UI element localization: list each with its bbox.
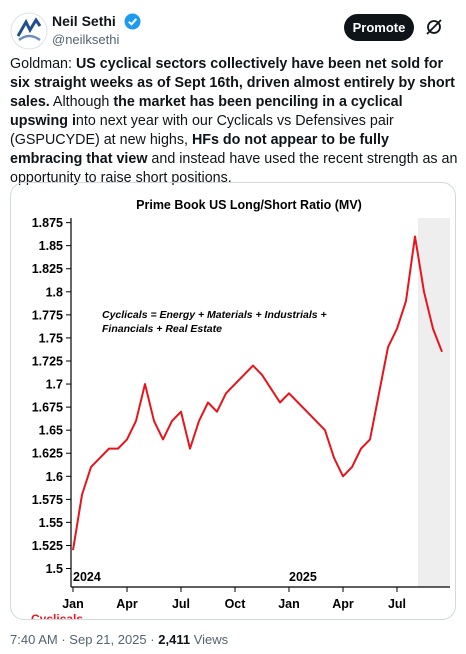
x-tick-label: Jan (62, 597, 84, 611)
y-tick-label: 1.75 (39, 331, 63, 345)
chart-image[interactable]: Prime Book US Long/Short Ratio (MV) Cycl… (10, 182, 456, 620)
y-tick-label: 1.7 (46, 378, 63, 392)
verified-badge (124, 13, 141, 30)
chart: Prime Book US Long/Short Ratio (MV) Cycl… (31, 198, 450, 619)
y-tick-label: 1.5 (46, 562, 63, 576)
x-tick-label: Jan (278, 597, 300, 611)
legend-label: Cyclicals (31, 612, 83, 619)
timestamp[interactable]: 7:40 AM (10, 632, 58, 647)
bold-text: the market has been penciling in a cycli… (10, 94, 403, 129)
text: Goldman: (10, 56, 76, 72)
y-tick-label: 1.6 (46, 470, 63, 484)
bold-text: US cyclical sectors collectively have be… (10, 56, 455, 110)
line (72, 235, 443, 551)
post-footer: 7:40 AM · Sep 21, 2025 · 2,411 Views (10, 632, 228, 647)
y-tick-label: 1.65 (39, 424, 63, 438)
separator: · (61, 632, 66, 647)
grok-icon[interactable] (424, 17, 444, 37)
view-count: 2,411 (158, 632, 191, 647)
year-label: 2024 (73, 570, 101, 584)
annotation: Financials + Real Estate (102, 323, 222, 335)
y-tick-label: 1.55 (39, 516, 63, 530)
y-tick-label: 1.525 (32, 539, 63, 553)
author-name[interactable]: Neil Sethi (52, 13, 116, 29)
y-tick-label: 1.8 (46, 285, 63, 299)
promote-button[interactable]: Promote (344, 14, 414, 41)
author-handle[interactable]: @neilksethi (52, 32, 120, 47)
text: Although (49, 94, 114, 110)
views-label: Views (193, 632, 229, 647)
y-tick-label: 1.625 (32, 447, 63, 461)
bold-text: HFs do not appear to be fully embracing … (10, 132, 389, 167)
date[interactable]: Sep 21, 2025 (69, 632, 147, 647)
y-tick-label: 1.775 (32, 308, 63, 322)
y-tick-label: 1.725 (32, 354, 63, 368)
separator: · (150, 632, 155, 647)
x-tick-label: Jul (388, 597, 406, 611)
annotation: Cyclicals = Energy + Materials + Industr… (102, 309, 327, 321)
post-text: Goldman: US cyclical sectors collectivel… (10, 55, 460, 188)
avatar[interactable] (10, 12, 48, 50)
text: nto next year with our Cyclicals vs Defe… (10, 113, 394, 148)
x-tick-label: Oct (225, 597, 247, 611)
chart-title: Prime Book US Long/Short Ratio (MV) (136, 198, 362, 212)
year-label: 2025 (289, 570, 317, 584)
y-tick-label: 1.575 (32, 493, 63, 507)
shaded-region (418, 218, 450, 587)
y-tick-label: 1.825 (32, 262, 63, 276)
y-tick-label: 1.85 (39, 239, 63, 253)
x-tick-label: Apr (332, 597, 354, 611)
y-tick-label: 1.675 (32, 401, 63, 415)
y-tick-label: 1.875 (32, 216, 63, 230)
x-tick-label: Jul (172, 597, 190, 611)
x-tick-label: Apr (116, 597, 138, 611)
